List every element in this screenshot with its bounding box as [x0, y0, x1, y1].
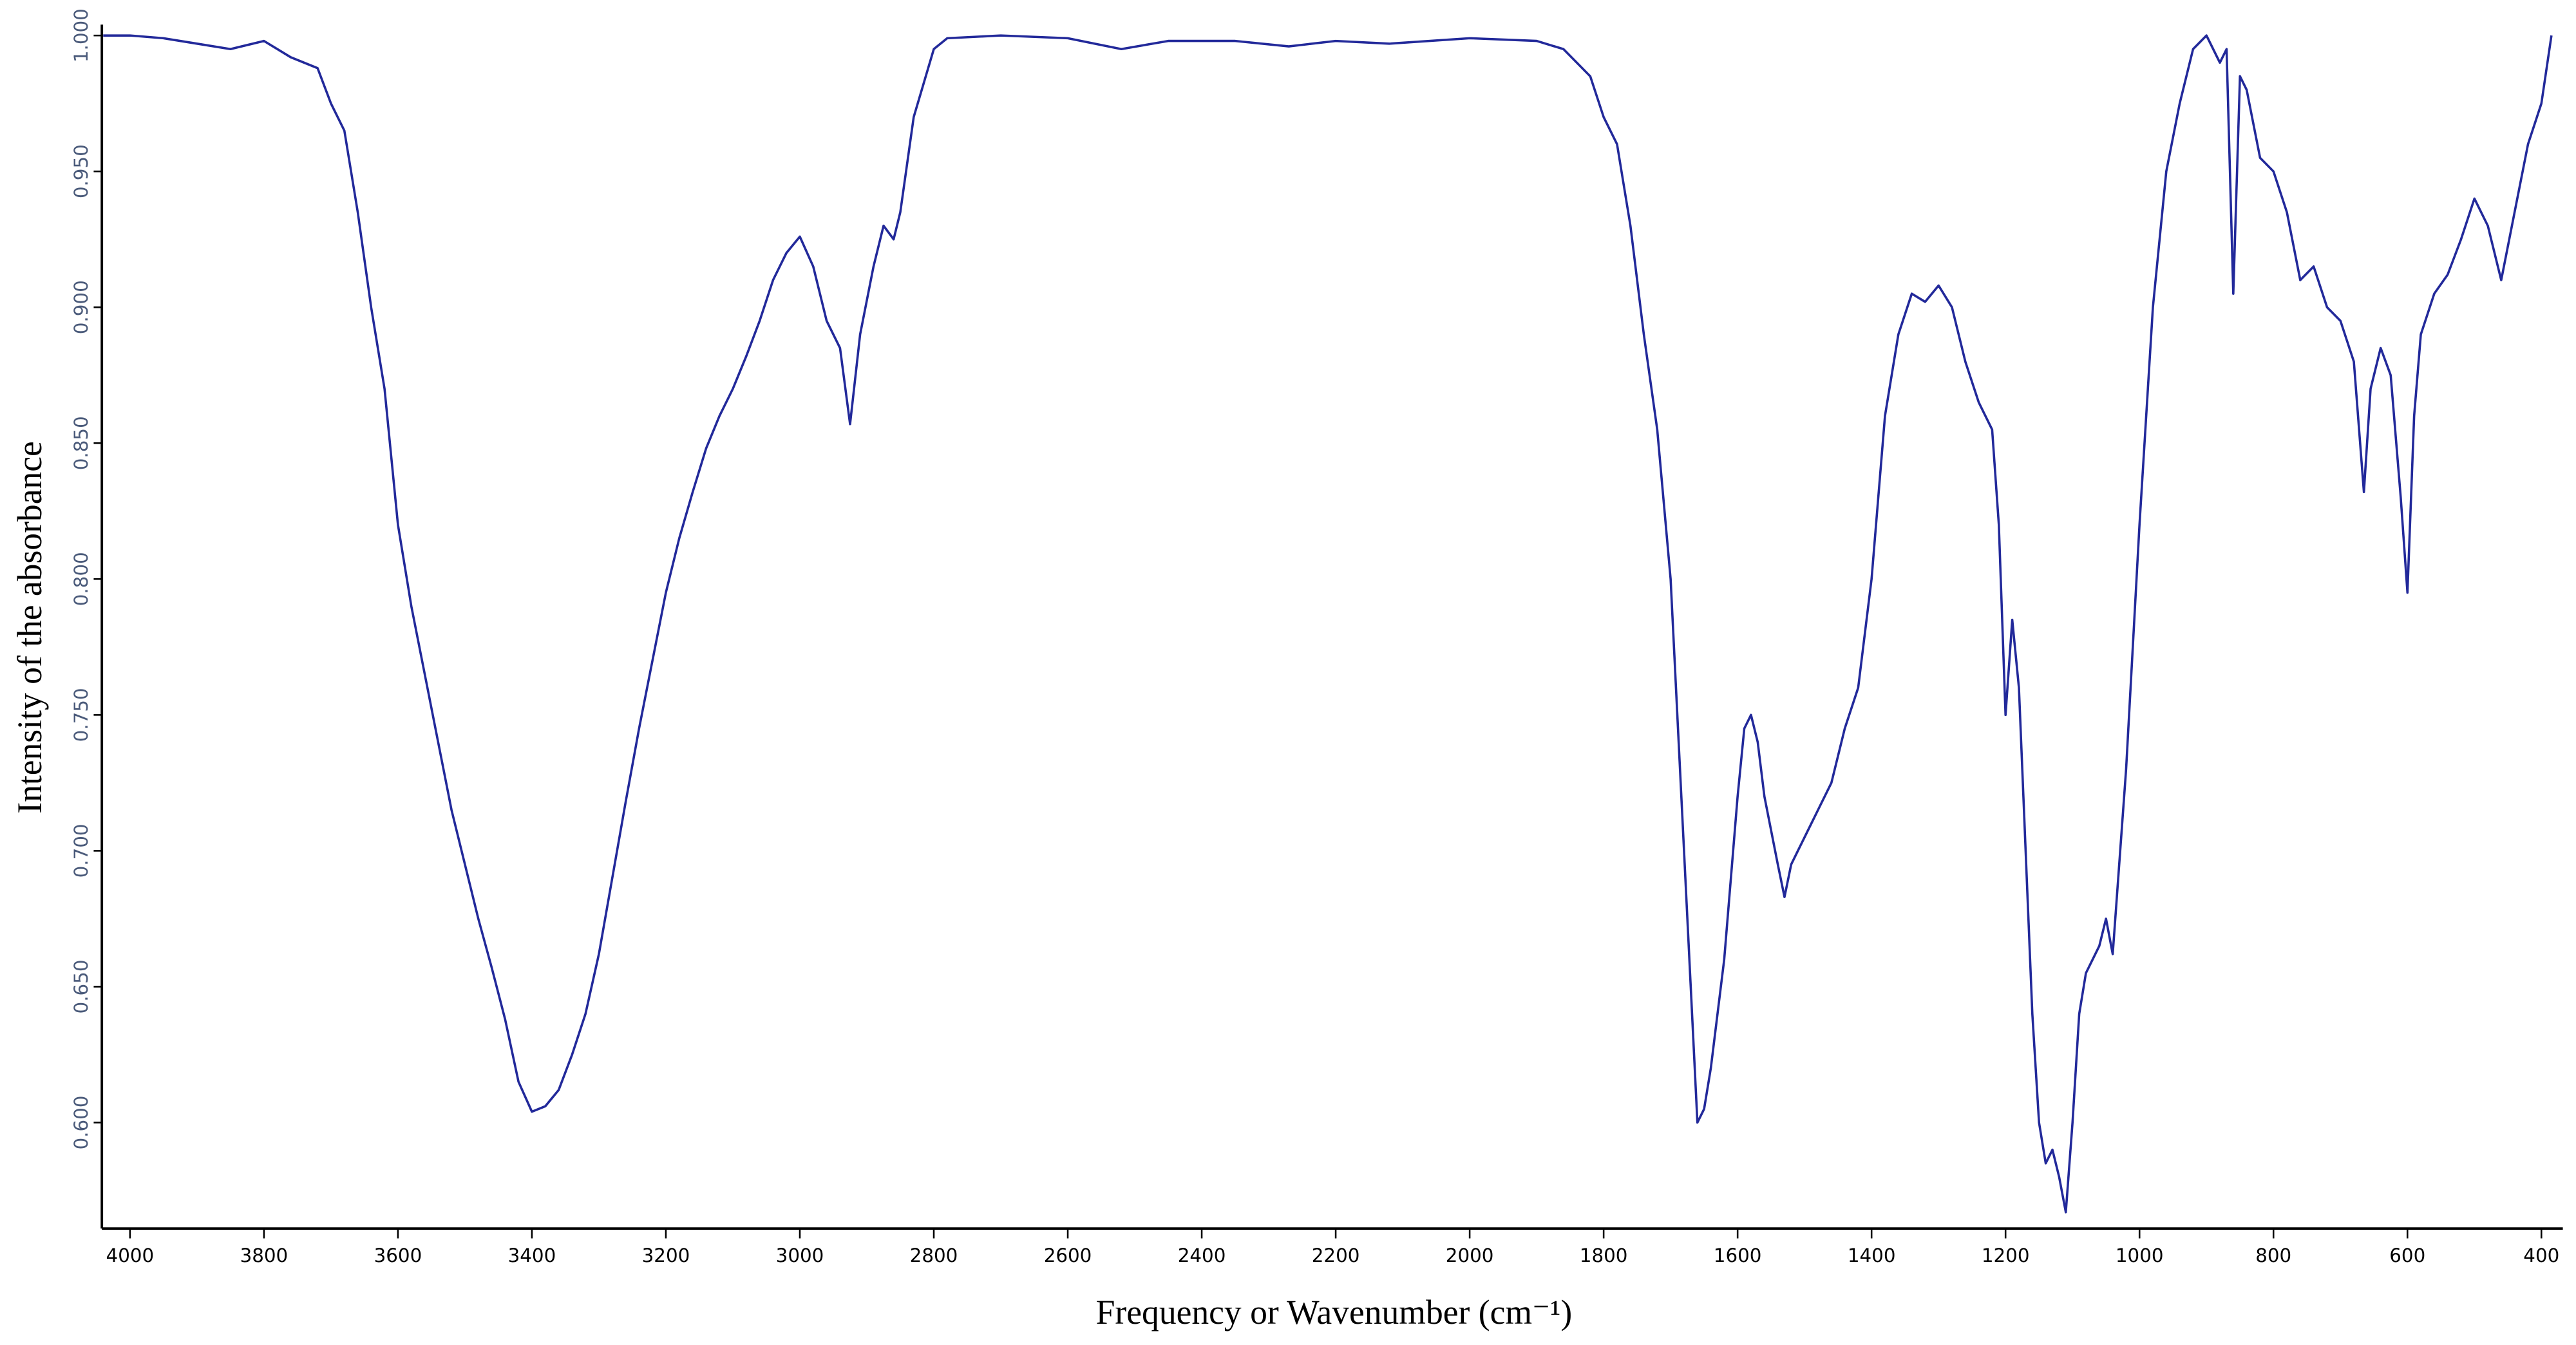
x-tick-label: 3200 — [642, 1245, 690, 1266]
y-tick-label: 0.850 — [70, 416, 92, 470]
x-tick-label: 3800 — [240, 1245, 289, 1266]
x-tick-label: 2600 — [1044, 1245, 1092, 1266]
x-tick-label: 3600 — [374, 1245, 422, 1266]
x-tick-label: 400 — [2523, 1245, 2559, 1266]
x-tick-label: 1400 — [1848, 1245, 1896, 1266]
x-tick-label: 1200 — [1982, 1245, 2030, 1266]
x-tick-label: 800 — [2255, 1245, 2291, 1266]
y-tick-label: 0.750 — [70, 688, 92, 742]
y-axis-label: Intensity of the absorbance — [10, 441, 49, 814]
x-tick-label: 600 — [2389, 1245, 2425, 1266]
x-tick-label: 2200 — [1312, 1245, 1360, 1266]
y-tick-label: 0.650 — [70, 959, 92, 1013]
y-tick-label: 0.950 — [70, 144, 92, 198]
y-tick-label: 0.900 — [70, 280, 92, 334]
y-tick-label: 0.800 — [70, 552, 92, 606]
x-tick-label: 2000 — [1446, 1245, 1494, 1266]
x-tick-label: 1000 — [2116, 1245, 2164, 1266]
y-tick-label: 1.000 — [70, 8, 92, 62]
x-tick-label: 2400 — [1178, 1245, 1226, 1266]
x-tick-label: 1800 — [1580, 1245, 1628, 1266]
x-tick-label: 1600 — [1714, 1245, 1762, 1266]
x-tick-label: 3000 — [776, 1245, 824, 1266]
y-tick-label: 0.600 — [70, 1096, 92, 1150]
y-tick-label: 0.700 — [70, 823, 92, 878]
x-tick-label: 3400 — [508, 1245, 556, 1266]
spectrum-line — [103, 34, 2553, 1214]
x-axis-label: Frequency or Wavenumber (cm⁻¹) — [1096, 1293, 1573, 1331]
x-tick-label: 2800 — [910, 1245, 958, 1266]
x-tick-label: 4000 — [106, 1245, 155, 1266]
